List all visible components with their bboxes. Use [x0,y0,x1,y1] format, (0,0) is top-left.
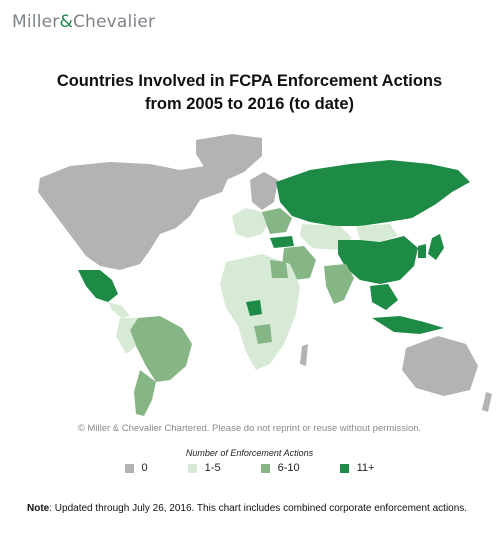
australia [402,336,478,396]
india [324,264,354,304]
europe-west [232,208,268,238]
legend-swatch [339,463,349,473]
korea [418,244,426,258]
legend-swatch [124,463,134,473]
legend-title: Number of Enforcement Actions [185,448,314,458]
world-map [0,130,499,420]
copyright-notice: © Miller & Chevalier Chartered. Please d… [77,423,422,434]
legend-label: 1-5 [204,462,221,474]
mongolia [356,224,398,242]
note-text: : Updated through July 26, 2016. This ch… [49,503,468,514]
footnote: Note: Updated through July 26, 2016. Thi… [27,502,487,516]
indonesia [372,316,444,334]
brand-name-left: Miller [12,12,60,32]
brand-ampersand: & [59,12,73,32]
legend-swatch [260,463,270,473]
title-line-1: Countries Involved in FCPA Enforcement A… [56,72,443,90]
greenland [196,134,262,182]
china [338,236,418,284]
japan [428,234,444,260]
eastern-europe [262,208,292,234]
russia [276,160,470,226]
legend-item: 0 [124,462,148,474]
brand-name-right: Chevalier [72,12,156,32]
legend: 0 1-5 6-10 11+ [0,462,499,474]
brazil [130,316,192,382]
turkey [270,236,294,248]
central-africa [254,324,272,344]
brand-logo: Miller&Chevalier [12,12,155,32]
legend-swatch [187,463,197,473]
andes [116,318,138,354]
legend-item: 1-5 [187,462,221,474]
legend-item: 6-10 [260,462,300,474]
argentina [134,370,156,416]
world-map-svg [38,134,492,416]
title-line-2: from 2005 to 2016 (to date) [144,95,355,113]
note-label: Note [27,503,50,514]
legend-label: 11+ [356,462,375,474]
chart-title: Countries Involved in FCPA Enforcement A… [0,70,499,116]
legend-label: 0 [141,462,148,474]
scandinavia [250,172,278,210]
legend-label: 6-10 [277,462,300,474]
madagascar [300,344,308,366]
egypt [270,260,288,278]
new-zealand [482,392,492,412]
southeast-asia [370,284,398,310]
nigeria [246,300,262,316]
north-america [38,162,230,270]
mexico [78,270,118,302]
central-america [108,302,130,318]
legend-item: 11+ [339,462,375,474]
